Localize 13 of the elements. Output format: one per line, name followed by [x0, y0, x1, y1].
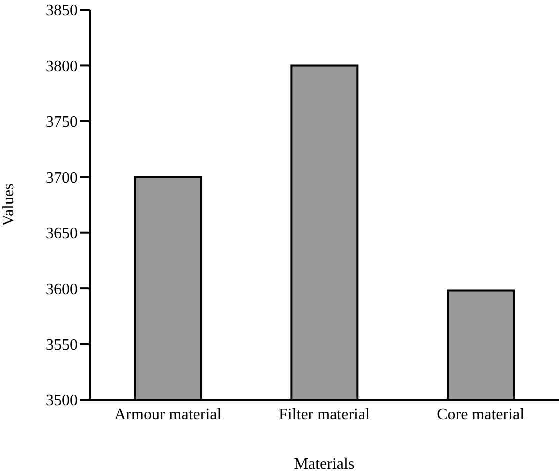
x-tick-label: Armour material: [114, 406, 222, 424]
y-tick-label: 3550: [46, 336, 78, 354]
x-axis-title: Materials: [294, 456, 355, 471]
y-tick-label: 3650: [46, 226, 78, 243]
x-tick-label: Filter material: [278, 406, 371, 424]
y-tick-label: 3500: [46, 392, 78, 410]
y-tick-label: 3700: [46, 170, 78, 187]
y-tick-label: 3600: [46, 281, 78, 298]
y-tick-label: 3850: [46, 2, 78, 20]
y-tick-label: 3800: [46, 58, 78, 76]
x-tick-label: Core material: [437, 406, 526, 424]
y-tick-label: 3750: [46, 114, 78, 132]
y-axis-title: Values: [0, 184, 18, 226]
